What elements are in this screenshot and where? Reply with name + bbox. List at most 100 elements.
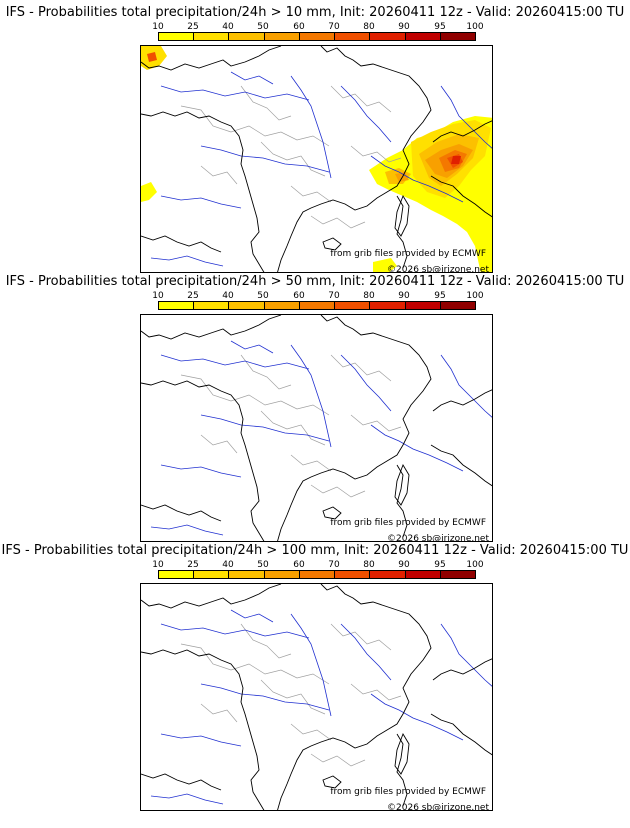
coastline (396, 733, 408, 807)
panel-title: IFS - Probabilities total precipitation/… (5, 274, 625, 289)
river-line (230, 340, 274, 354)
colorbar-segment (194, 571, 230, 578)
colorbar-segment (264, 33, 300, 40)
colorbar-segment (370, 33, 406, 40)
colorbar-segment (159, 33, 195, 40)
forecast-panel-50mm: IFS - Probabilities total precipitation/… (0, 273, 630, 543)
colorbar-segment (335, 33, 371, 40)
region-border (350, 414, 402, 432)
region-border (260, 410, 326, 446)
coastline (432, 389, 492, 412)
colorbar-segment (370, 302, 406, 309)
region-border (310, 753, 366, 767)
colorbar-segment (440, 302, 475, 309)
france-map-svg (141, 46, 492, 272)
colorbar-segment (440, 33, 475, 40)
coastline (141, 649, 265, 810)
island-outline (322, 237, 342, 251)
scale-tick-label: 50 (257, 291, 269, 301)
colorbar-segment (405, 302, 441, 309)
island-outline (394, 463, 410, 506)
region-border (290, 454, 332, 472)
coastline (432, 658, 492, 681)
colorbar-segment (440, 571, 475, 578)
probability-colorbar (158, 32, 476, 41)
river-line (340, 85, 392, 143)
region-border (240, 354, 292, 390)
region-border (310, 215, 366, 229)
scale-tick-label: 25 (187, 560, 199, 570)
data-credit: from grib files provided by ECMWF (330, 518, 486, 528)
island-outline (394, 194, 410, 237)
river-line (150, 255, 224, 267)
region-border (330, 354, 392, 382)
region-border (240, 85, 292, 121)
colorbar-segment (335, 302, 371, 309)
colorbar-segment (159, 571, 195, 578)
river-line (230, 609, 274, 623)
coastline (277, 584, 432, 810)
river-line (150, 524, 224, 536)
colorbar-segment (159, 302, 195, 309)
probability-map: from grib files provided by ECMWF ©2026 … (140, 583, 493, 811)
forecast-panel-100mm: IFS - Probabilities total precipitation/… (0, 542, 630, 812)
probability-colorbar (158, 570, 476, 579)
river-line (290, 613, 332, 717)
colorbar-segment (299, 571, 336, 578)
colorbar-segment (229, 33, 265, 40)
scale-tick-label: 10 (152, 560, 164, 570)
scale-tick-label: 80 (363, 560, 375, 570)
region-border (180, 374, 330, 416)
scale-tick-label: 100 (466, 560, 484, 570)
scale-tick-label: 70 (328, 22, 340, 32)
precip-probability-area (451, 156, 461, 164)
colorbar-segment (264, 302, 300, 309)
panel-title: IFS - Probabilities total precipitation/… (1, 543, 629, 558)
coastline (277, 315, 432, 541)
river-line (160, 195, 242, 209)
river-line (200, 145, 330, 173)
river-line (440, 85, 492, 149)
coastline (396, 464, 408, 538)
river-line (370, 693, 464, 741)
precip-probability-area (373, 258, 397, 272)
river-line (230, 71, 274, 85)
scale-tick-label: 60 (293, 291, 305, 301)
river-line (160, 623, 310, 639)
colorbar-segment (299, 33, 336, 40)
coastline (141, 773, 222, 791)
coastline (430, 175, 492, 218)
scale-tick-label: 50 (257, 560, 269, 570)
region-border (200, 703, 238, 723)
coastline (141, 584, 282, 609)
river-line (440, 354, 492, 418)
probability-map: from grib files provided by ECMWF ©2026 … (140, 314, 493, 542)
river-line (340, 623, 392, 681)
coastline (396, 195, 408, 269)
colorbar-segment (229, 571, 265, 578)
region-border (260, 141, 326, 177)
copyright-credit: ©2026 sb@irizone.net (387, 803, 489, 811)
colorbar-segment (370, 571, 406, 578)
scale-tick-label: 80 (363, 22, 375, 32)
colorbar-segment (299, 302, 336, 309)
scale-tick-label: 40 (222, 560, 234, 570)
france-map-svg (141, 584, 492, 810)
colorbar-segment (194, 33, 230, 40)
scale-tick-label: 50 (257, 22, 269, 32)
scale-tick-label: 100 (466, 291, 484, 301)
region-border (290, 723, 332, 741)
region-border (330, 85, 392, 113)
coastline (141, 235, 222, 253)
scale-tick-labels: 10 25 40 50 60 70 80 90 95 100 (152, 22, 492, 32)
region-border (180, 643, 330, 685)
coastline (141, 315, 282, 340)
river-line (150, 793, 224, 805)
colorbar-segment (405, 571, 441, 578)
data-credit: from grib files provided by ECMWF (330, 787, 486, 797)
coastline (432, 120, 492, 143)
coastline (141, 46, 282, 71)
region-border (310, 484, 366, 498)
colorbar-segment (229, 302, 265, 309)
scale-tick-label: 25 (187, 291, 199, 301)
